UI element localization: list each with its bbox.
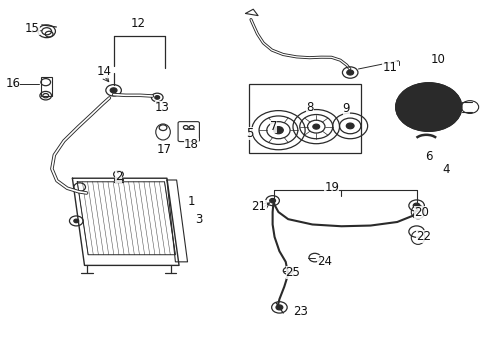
Text: 6: 6 bbox=[424, 150, 431, 163]
Text: 22: 22 bbox=[416, 230, 430, 243]
Bar bbox=[249, 84, 360, 153]
Text: 5: 5 bbox=[245, 127, 252, 140]
Circle shape bbox=[312, 124, 319, 129]
Circle shape bbox=[273, 127, 283, 134]
Circle shape bbox=[346, 70, 353, 75]
Circle shape bbox=[110, 88, 117, 93]
Text: 25: 25 bbox=[285, 266, 300, 279]
Text: 3: 3 bbox=[194, 213, 202, 226]
Text: 8: 8 bbox=[305, 100, 313, 113]
Text: 13: 13 bbox=[154, 100, 169, 113]
Text: 16: 16 bbox=[5, 77, 20, 90]
Text: 4: 4 bbox=[441, 163, 448, 176]
Text: 23: 23 bbox=[292, 305, 307, 318]
Text: 1: 1 bbox=[187, 195, 195, 208]
Circle shape bbox=[412, 203, 419, 208]
Text: 17: 17 bbox=[157, 143, 172, 156]
Circle shape bbox=[414, 104, 422, 110]
Circle shape bbox=[346, 123, 353, 129]
Text: 2: 2 bbox=[115, 170, 122, 183]
Bar bbox=[41, 77, 51, 96]
Text: 10: 10 bbox=[430, 53, 445, 66]
Text: 21: 21 bbox=[251, 200, 266, 213]
Text: 20: 20 bbox=[413, 206, 428, 219]
Circle shape bbox=[155, 96, 159, 99]
Circle shape bbox=[74, 219, 79, 223]
Text: 12: 12 bbox=[130, 17, 145, 30]
Text: 24: 24 bbox=[316, 255, 331, 268]
Text: 15: 15 bbox=[25, 22, 40, 35]
Text: 9: 9 bbox=[342, 102, 349, 115]
Circle shape bbox=[395, 83, 461, 131]
Text: 7: 7 bbox=[269, 120, 277, 133]
Text: 18: 18 bbox=[183, 138, 198, 151]
Text: 11: 11 bbox=[382, 62, 397, 75]
Text: 19: 19 bbox=[324, 181, 339, 194]
Circle shape bbox=[275, 305, 282, 310]
Text: 14: 14 bbox=[96, 65, 111, 78]
Circle shape bbox=[269, 198, 275, 203]
